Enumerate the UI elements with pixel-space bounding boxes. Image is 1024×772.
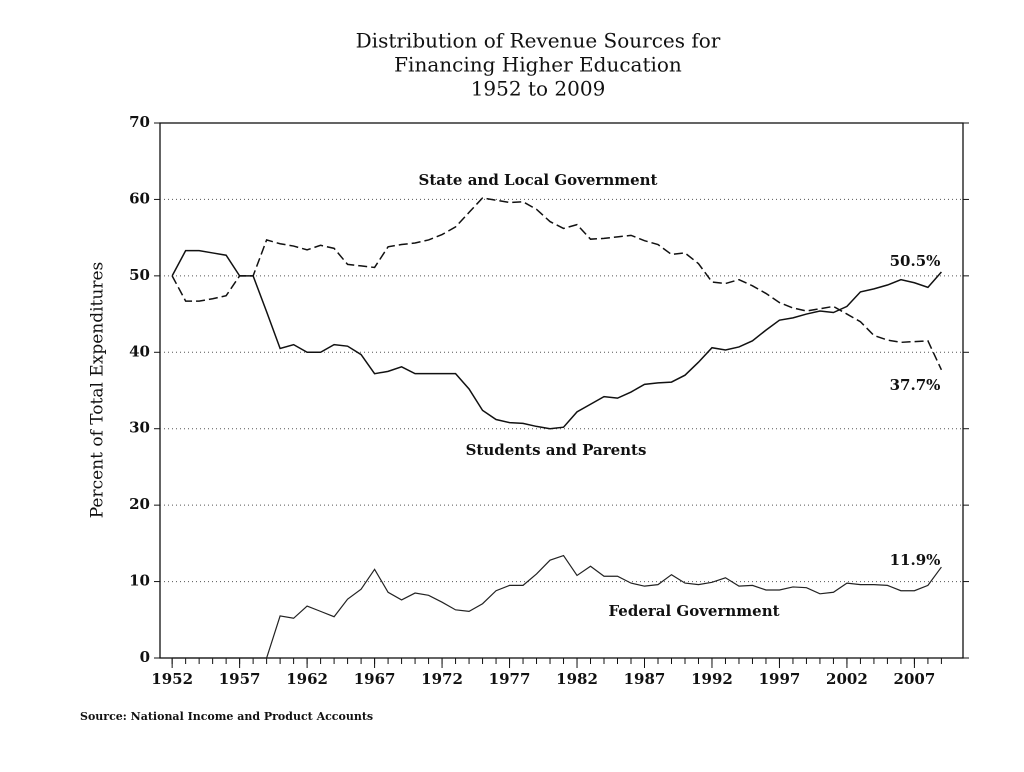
annotation: 37.7% bbox=[890, 376, 941, 394]
series-line bbox=[171, 249, 942, 430]
x-tick-label: 1967 bbox=[354, 670, 396, 688]
x-tick-label: 2007 bbox=[894, 670, 936, 688]
series-line bbox=[172, 554, 942, 659]
series-line bbox=[171, 197, 943, 371]
series-label: Federal Government bbox=[608, 602, 779, 620]
x-tick-label: 1962 bbox=[286, 670, 328, 688]
x-tick-label: 2002 bbox=[826, 670, 868, 688]
y-tick-label: 20 bbox=[129, 495, 150, 513]
y-tick-label: 70 bbox=[129, 113, 150, 131]
x-tick-label: 1977 bbox=[489, 670, 531, 688]
x-tick-label: 1992 bbox=[691, 670, 733, 688]
x-tick-label: 1957 bbox=[219, 670, 261, 688]
y-tick-label: 40 bbox=[129, 342, 150, 360]
y-tick-label: 0 bbox=[140, 648, 150, 666]
series-label: State and Local Government bbox=[419, 171, 658, 189]
plot-frame bbox=[159, 122, 964, 659]
y-tick-label: 30 bbox=[129, 419, 150, 437]
annotation: 11.9% bbox=[890, 551, 941, 569]
series-label: Students and Parents bbox=[466, 441, 647, 459]
annotation: 50.5% bbox=[890, 252, 941, 270]
y-tick-label: 50 bbox=[129, 266, 150, 284]
chart-title: 1952 to 2009 bbox=[471, 77, 606, 101]
x-tick-label: 1982 bbox=[556, 670, 598, 688]
y-axis-label: Percent of Total Expenditures bbox=[88, 262, 108, 519]
source: Source: National Income and Product Acco… bbox=[80, 710, 373, 723]
chart-title: Distribution of Revenue Sources for bbox=[356, 29, 721, 53]
x-tick-label: 1972 bbox=[421, 670, 463, 688]
x-tick-label: 1952 bbox=[151, 670, 193, 688]
y-tick-label: 60 bbox=[129, 189, 150, 207]
x-tick-label: 1987 bbox=[624, 670, 666, 688]
y-tick-label: 10 bbox=[129, 572, 150, 590]
x-tick-label: 1997 bbox=[759, 670, 801, 688]
chart-title: Financing Higher Education bbox=[394, 53, 682, 77]
